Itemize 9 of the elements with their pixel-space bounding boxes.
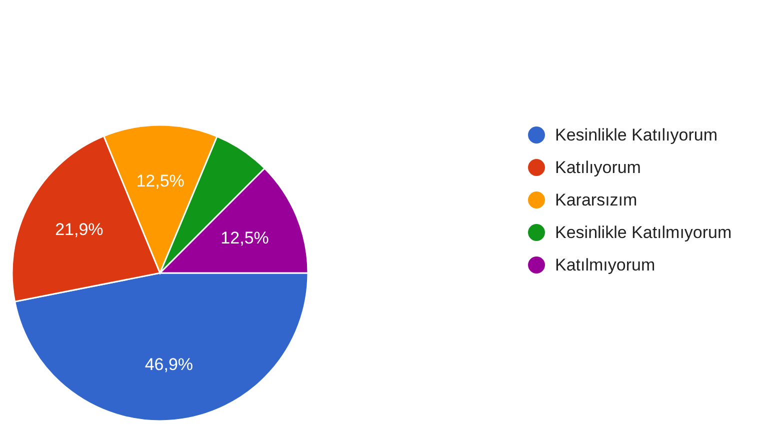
legend-label: Katılmıyorum <box>555 256 656 274</box>
legend-label: Kararsızım <box>555 190 638 210</box>
data-label: 46,9% <box>144 354 194 374</box>
data-label: 12,5% <box>136 172 184 191</box>
data-label: 12,5% <box>220 228 269 248</box>
data-label: 21,9% <box>55 220 104 240</box>
legend-label: Kesinlikle Katılmıyorum <box>555 223 732 242</box>
legend-label: Katılıyorum <box>555 158 641 177</box>
legend-label: Kesinlikle Katılıyorum <box>555 126 718 144</box>
